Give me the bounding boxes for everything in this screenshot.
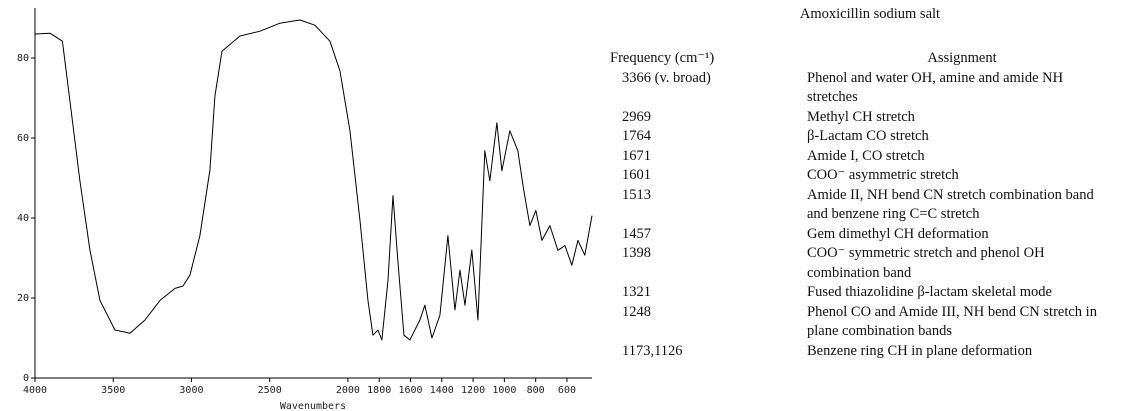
table-row: 1248 Phenol CO and Amide III, NH bend CN … bbox=[610, 303, 1117, 342]
spectrum-line bbox=[34, 19, 593, 341]
assignment-cell: Fused thiazolidine β-lactam skeletal mod… bbox=[807, 284, 1052, 300]
assignment-cell: Amide II, NH bend CN stretch combination… bbox=[807, 186, 1094, 223]
assignment-cell: β-Lactam CO stretch bbox=[807, 128, 929, 144]
y-tick-label: 60 bbox=[17, 133, 29, 144]
assignment-cell: Phenol CO and Amide III, NH bend CN stre… bbox=[807, 303, 1097, 340]
frequency-cell: 3366 (v. broad) bbox=[622, 69, 711, 86]
x-axis-label: Wavenumbers bbox=[280, 401, 346, 411]
table-row: 1671 Amide I, CO stretch bbox=[610, 147, 1117, 167]
assignment-cell: COO⁻ asymmetric stretch bbox=[807, 167, 959, 183]
y-tick-label: 0 bbox=[23, 373, 29, 384]
assignment-cell: Methyl CH stretch bbox=[807, 108, 915, 125]
y-tick-label: 20 bbox=[17, 293, 29, 304]
table-row: 1513 Amide II, NH bend CN stretch combina… bbox=[610, 186, 1117, 225]
x-tick-label: 2000 bbox=[336, 385, 360, 396]
frequency-cell: 1513 bbox=[622, 186, 651, 203]
x-tick-label: 600 bbox=[558, 385, 576, 396]
y-tick-label: 80 bbox=[17, 53, 29, 64]
x-tick-label: 1600 bbox=[398, 385, 422, 396]
table-row: 2969 Methyl CH stretch bbox=[610, 108, 1117, 128]
frequency-cell: 1671 bbox=[622, 147, 651, 164]
table-row: 1321 Fused thiazolidine β-lactam skeletal… bbox=[610, 283, 1117, 303]
table-row: 1457 Gem dimethyl CH deformation bbox=[610, 225, 1117, 245]
assignment-cell: Amide I, CO stretch bbox=[807, 147, 925, 164]
frequency-cell: 2969 bbox=[622, 108, 651, 125]
header-frequency: Frequency (cm⁻¹) bbox=[610, 50, 715, 66]
table: Frequency (cm⁻¹) Assignment 3366 (v. bro… bbox=[610, 49, 1117, 361]
table-row: 1398 COO⁻ symmetric stretch and phenol OH… bbox=[610, 244, 1117, 283]
x-tick-label: 4000 bbox=[23, 385, 47, 396]
x-tick-label: 2500 bbox=[258, 385, 282, 396]
assignment-table: Amoxicillin sodium salt Frequency (cm⁻¹)… bbox=[610, 6, 1130, 361]
x-tick-label: 1000 bbox=[492, 385, 516, 396]
assignment-cell: Gem dimethyl CH deformation bbox=[807, 225, 989, 242]
assignment-cell: COO⁻ symmetric stretch and phenol OH com… bbox=[807, 245, 1045, 281]
table-row: 1764 β-Lactam CO stretch bbox=[610, 127, 1117, 147]
frequency-cell: 1398 bbox=[622, 245, 651, 261]
table-row: 1601 COO⁻ asymmetric stretch bbox=[610, 166, 1117, 186]
chart: Wavenumbers 0 20 40 60 80 4000 3500 3000 2500 200… bbox=[17, 8, 593, 411]
frequency-cell: 1601 bbox=[622, 167, 651, 183]
x-tick-label: 1200 bbox=[461, 385, 485, 396]
x-tick-label: 1800 bbox=[367, 385, 391, 396]
x-tick-label: 3500 bbox=[101, 385, 125, 396]
frequency-cell: 1764 bbox=[622, 128, 651, 144]
frequency-cell: 1457 bbox=[622, 225, 651, 242]
x-tick-label: 800 bbox=[527, 385, 545, 396]
x-tick-label: 3000 bbox=[179, 385, 203, 396]
frequency-cell: 1173,1126 bbox=[622, 342, 683, 359]
assignment-cell: Benzene ring CH in plane deformation bbox=[807, 342, 1033, 359]
table-row: 3366 (v. broad) Phenol and water OH, amin… bbox=[610, 69, 1117, 108]
header-assignment: Assignment bbox=[927, 50, 997, 66]
frequency-cell: 1321 bbox=[622, 284, 651, 300]
assignment-cell: Phenol and water OH, amine and amide NH … bbox=[807, 69, 1064, 106]
table-row: 1173,1126 Benzene ring CH in plane deform… bbox=[610, 342, 1117, 362]
frequency-cell: 1248 bbox=[622, 303, 651, 320]
x-tick-label: 1400 bbox=[430, 385, 454, 396]
y-tick-label: 40 bbox=[17, 213, 29, 224]
table-title: Amoxicillin sodium salt bbox=[799, 6, 941, 22]
